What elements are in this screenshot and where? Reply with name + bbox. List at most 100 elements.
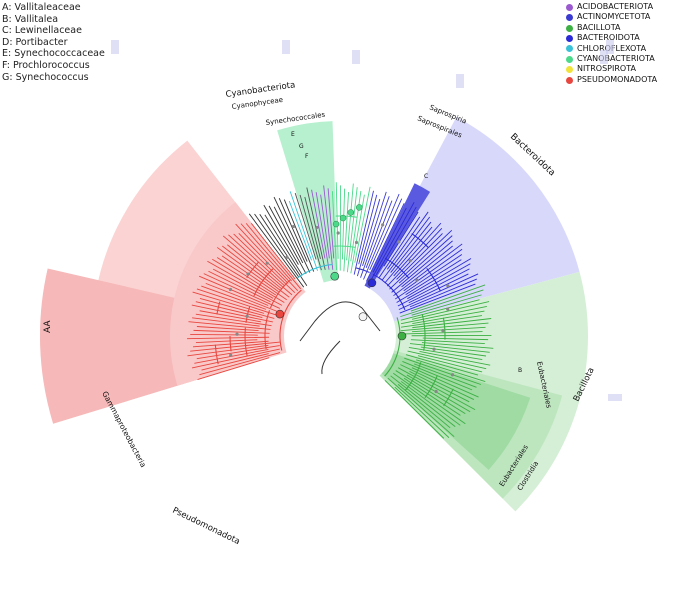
label-c: C xyxy=(424,173,428,180)
leaf-branch xyxy=(400,289,484,318)
leaf-branch xyxy=(191,348,280,369)
leaf-branch xyxy=(221,255,287,301)
leaf-branch xyxy=(304,196,321,259)
leaf-branch xyxy=(268,205,307,275)
leaf-branch xyxy=(196,288,277,316)
leaf-branch xyxy=(273,206,304,264)
legend-item-cyanobacteriota: CYANOBACTERIOTA xyxy=(566,54,657,64)
leaf-branch xyxy=(289,191,318,271)
legend-item-actinomycetota: ACTINOMYCETOTA xyxy=(566,12,657,22)
inner-node-dot xyxy=(446,284,450,288)
inner-node-dot xyxy=(228,287,233,292)
legend-item-nitrospirota: NITROSPIROTA xyxy=(566,64,657,74)
key-entry-f: F: Prochlorococcus xyxy=(2,59,90,71)
leaf-branch xyxy=(216,247,279,293)
inner-node-dot xyxy=(235,332,239,336)
internal-arc xyxy=(335,215,357,218)
legend-label: ACIDOBACTERIOTA xyxy=(577,2,654,11)
leaf-branch xyxy=(195,313,272,327)
legend-dot-icon xyxy=(566,34,573,42)
leaf-branch xyxy=(400,315,482,328)
leaf-branch xyxy=(397,268,470,307)
leaf-branch xyxy=(394,386,450,438)
leaf-branch xyxy=(397,384,451,429)
leaf-branch xyxy=(294,192,317,260)
legend-label: ACTINOMYCETOTA xyxy=(577,12,651,22)
leaf-branch xyxy=(387,211,429,270)
leaf-branch xyxy=(195,339,258,343)
leaf-branch xyxy=(248,213,305,288)
leaf-branch xyxy=(331,191,337,271)
leaf-branch xyxy=(278,198,308,262)
internal-arc xyxy=(214,344,219,365)
abundance-bar xyxy=(608,394,622,401)
leaf-branch xyxy=(389,229,453,290)
leaf-branch xyxy=(416,359,486,382)
legend-dot-icon xyxy=(566,76,573,84)
leaf-branch xyxy=(341,188,346,260)
leaf-branch xyxy=(394,254,463,300)
leaf-branch xyxy=(421,342,494,349)
leaf-branch xyxy=(399,283,476,314)
leaf-branch xyxy=(250,223,296,280)
leaf-branch xyxy=(201,285,267,310)
internal-arc xyxy=(384,317,401,377)
internal-arc xyxy=(372,273,406,310)
cyano-node xyxy=(355,204,363,211)
inner-node-dot xyxy=(441,329,445,333)
leaf-branch xyxy=(409,371,470,403)
leaf-branch xyxy=(208,270,271,303)
inner-node-dot xyxy=(291,224,296,229)
leaf-branch xyxy=(233,233,296,293)
leaf-branch xyxy=(398,273,479,310)
inner-node-dot xyxy=(434,389,438,394)
internal-arc xyxy=(333,245,356,248)
leaf-branch xyxy=(411,367,479,398)
internal-arc xyxy=(404,362,422,391)
node-cyanobacteriota xyxy=(330,271,340,281)
internal-arc xyxy=(426,267,441,292)
tree-nodes xyxy=(111,40,622,401)
leaf-branch xyxy=(403,248,463,292)
internal-arc xyxy=(245,306,251,323)
cyano-node xyxy=(347,209,355,216)
internal-arc xyxy=(229,335,232,352)
label-e: E xyxy=(291,131,295,138)
leaf-branch xyxy=(193,329,270,334)
internal-arc xyxy=(246,262,259,279)
sector-bacteroidota-outer xyxy=(349,117,580,331)
internal-arc xyxy=(264,310,271,350)
inner-node-dot xyxy=(354,240,359,245)
internal-arc xyxy=(279,289,302,351)
internal-arc xyxy=(424,375,438,399)
leaf-branch xyxy=(410,339,485,345)
node-root xyxy=(358,312,368,322)
abundance-bar xyxy=(111,40,119,54)
leaf-branch xyxy=(198,275,269,306)
internal-arc xyxy=(421,313,426,351)
cyano-node xyxy=(332,220,340,228)
leaf-branch xyxy=(400,331,483,335)
cyano-node xyxy=(339,214,347,222)
legend-item-bacteroidota: BACTEROIDOTA xyxy=(566,33,657,43)
label-aa: AA xyxy=(43,320,53,333)
leaf-branch xyxy=(199,310,261,323)
leaf-branch xyxy=(413,363,477,388)
key-entry-g: G: Synechococcus xyxy=(2,71,89,83)
leaf-branch xyxy=(315,192,330,270)
inner-node-dot xyxy=(315,225,319,230)
legend-dot-icon xyxy=(566,55,573,63)
leaf-branch xyxy=(350,190,362,262)
leaf-branch xyxy=(191,304,273,323)
leaf-branch xyxy=(343,192,350,272)
leaf-branch xyxy=(187,344,269,357)
leaf-branch xyxy=(320,194,330,259)
legend-dot-icon xyxy=(566,3,573,11)
leaf-branch xyxy=(400,364,475,400)
leaf-branch xyxy=(196,326,259,332)
label-f: F xyxy=(305,153,309,160)
leaf-branch xyxy=(205,282,278,313)
leaf-branch xyxy=(381,216,431,281)
inner-node-dot xyxy=(408,259,412,263)
leaf-branch xyxy=(408,346,483,360)
